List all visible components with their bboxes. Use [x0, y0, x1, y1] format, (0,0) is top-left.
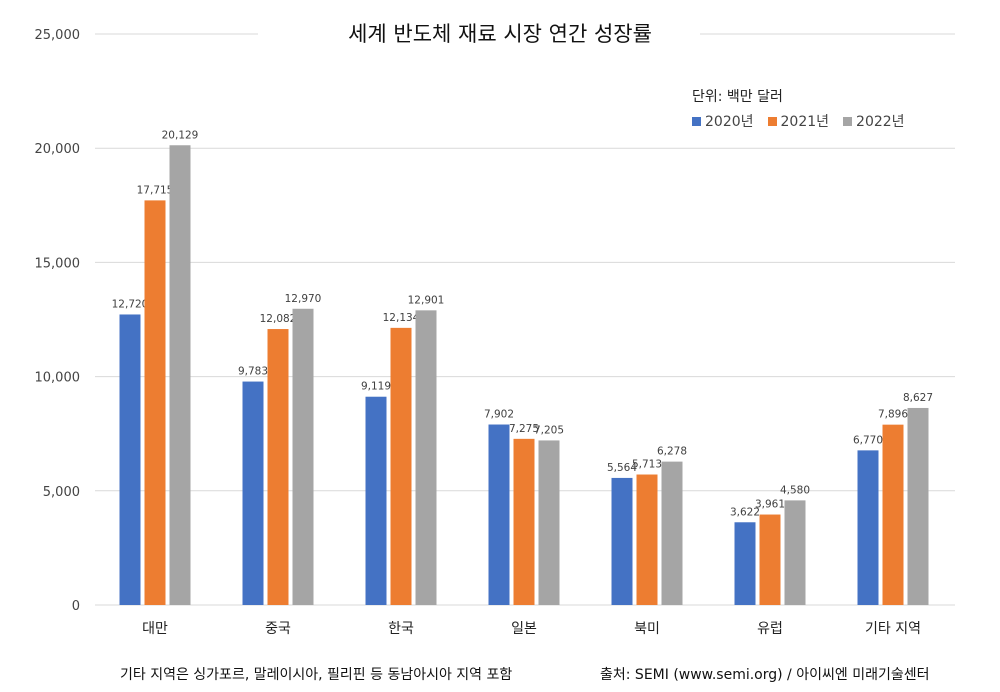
- legend: 2020년 2021년 2022년: [692, 111, 905, 131]
- bar: [907, 407, 929, 605]
- data-label: 12,970: [285, 293, 322, 305]
- bar: [857, 450, 879, 605]
- bar: [144, 200, 166, 605]
- y-tick-label: 15,000: [35, 256, 81, 271]
- data-label: 7,902: [484, 409, 514, 421]
- bar: [636, 474, 658, 605]
- bar: [242, 381, 264, 605]
- data-label: 6,278: [657, 446, 687, 458]
- y-tick-label: 25,000: [35, 28, 81, 43]
- bar: [734, 522, 756, 605]
- footnote: 기타 지역은 싱가포르, 말레이시아, 필리핀 등 동남아시아 지역 포함: [120, 667, 513, 683]
- data-label: 6,770: [853, 434, 883, 446]
- bar: [513, 438, 535, 605]
- bar: [661, 461, 683, 605]
- legend-swatch: [692, 116, 701, 126]
- bar: [169, 145, 191, 605]
- chart-title: 세계 반도체 재료 시장 연간 성장률: [348, 22, 652, 46]
- data-label: 17,715: [137, 184, 174, 196]
- data-label: 12,720: [112, 298, 149, 310]
- bar: [488, 424, 510, 605]
- x-tick-label: 중국: [265, 621, 291, 637]
- data-label: 7,275: [509, 423, 539, 435]
- y-tick-label: 10,000: [35, 371, 81, 386]
- bar: [267, 329, 289, 605]
- data-label: 5,713: [632, 459, 662, 471]
- data-label: 12,134: [383, 312, 420, 324]
- x-tick-label: 북미: [634, 621, 660, 637]
- x-tick-label: 일본: [511, 621, 537, 637]
- x-tick-label: 기타 지역: [865, 621, 921, 637]
- bar: [882, 424, 904, 605]
- data-label: 5,564: [607, 462, 637, 474]
- legend-item: 2020년: [692, 111, 754, 131]
- data-label: 8,627: [903, 392, 933, 404]
- legend-item: 2022년: [843, 111, 905, 131]
- legend-item: 2021년: [767, 111, 830, 131]
- bar: [292, 308, 314, 605]
- x-tick-label: 한국: [388, 621, 414, 637]
- unit-label: 단위: 백만 달러: [692, 89, 783, 105]
- bar: [390, 327, 412, 605]
- bar: [759, 514, 781, 605]
- bar: [415, 310, 437, 605]
- legend-label: 2022년: [856, 114, 905, 130]
- x-tick-label: 유럽: [757, 621, 783, 637]
- data-label: 9,119: [361, 381, 391, 393]
- y-tick-label: 5,000: [43, 485, 80, 500]
- legend-label: 2020년: [705, 114, 754, 130]
- data-label: 12,901: [408, 294, 445, 306]
- bar: [119, 314, 141, 605]
- bar: [365, 396, 387, 605]
- data-label: 20,129: [162, 129, 199, 141]
- data-label: 12,082: [260, 313, 297, 325]
- source-note: 출처: SEMI (www.semi.org) / 아이씨엔 미래기술센터: [600, 667, 930, 683]
- y-tick-label: 0: [72, 599, 80, 614]
- y-tick-label: 20,000: [35, 142, 81, 157]
- data-label: 7,896: [878, 409, 908, 421]
- legend-swatch: [767, 116, 777, 126]
- data-label: 7,205: [534, 424, 564, 436]
- data-label: 9,783: [238, 366, 268, 378]
- bar: [611, 477, 633, 605]
- legend-label: 2021년: [780, 114, 830, 130]
- bar: [784, 500, 806, 605]
- data-label: 3,961: [755, 499, 785, 511]
- data-label: 4,580: [780, 484, 810, 496]
- bar: [538, 440, 560, 605]
- x-tick-label: 대만: [142, 621, 168, 637]
- data-label: 3,622: [730, 506, 760, 518]
- legend-swatch: [843, 116, 853, 126]
